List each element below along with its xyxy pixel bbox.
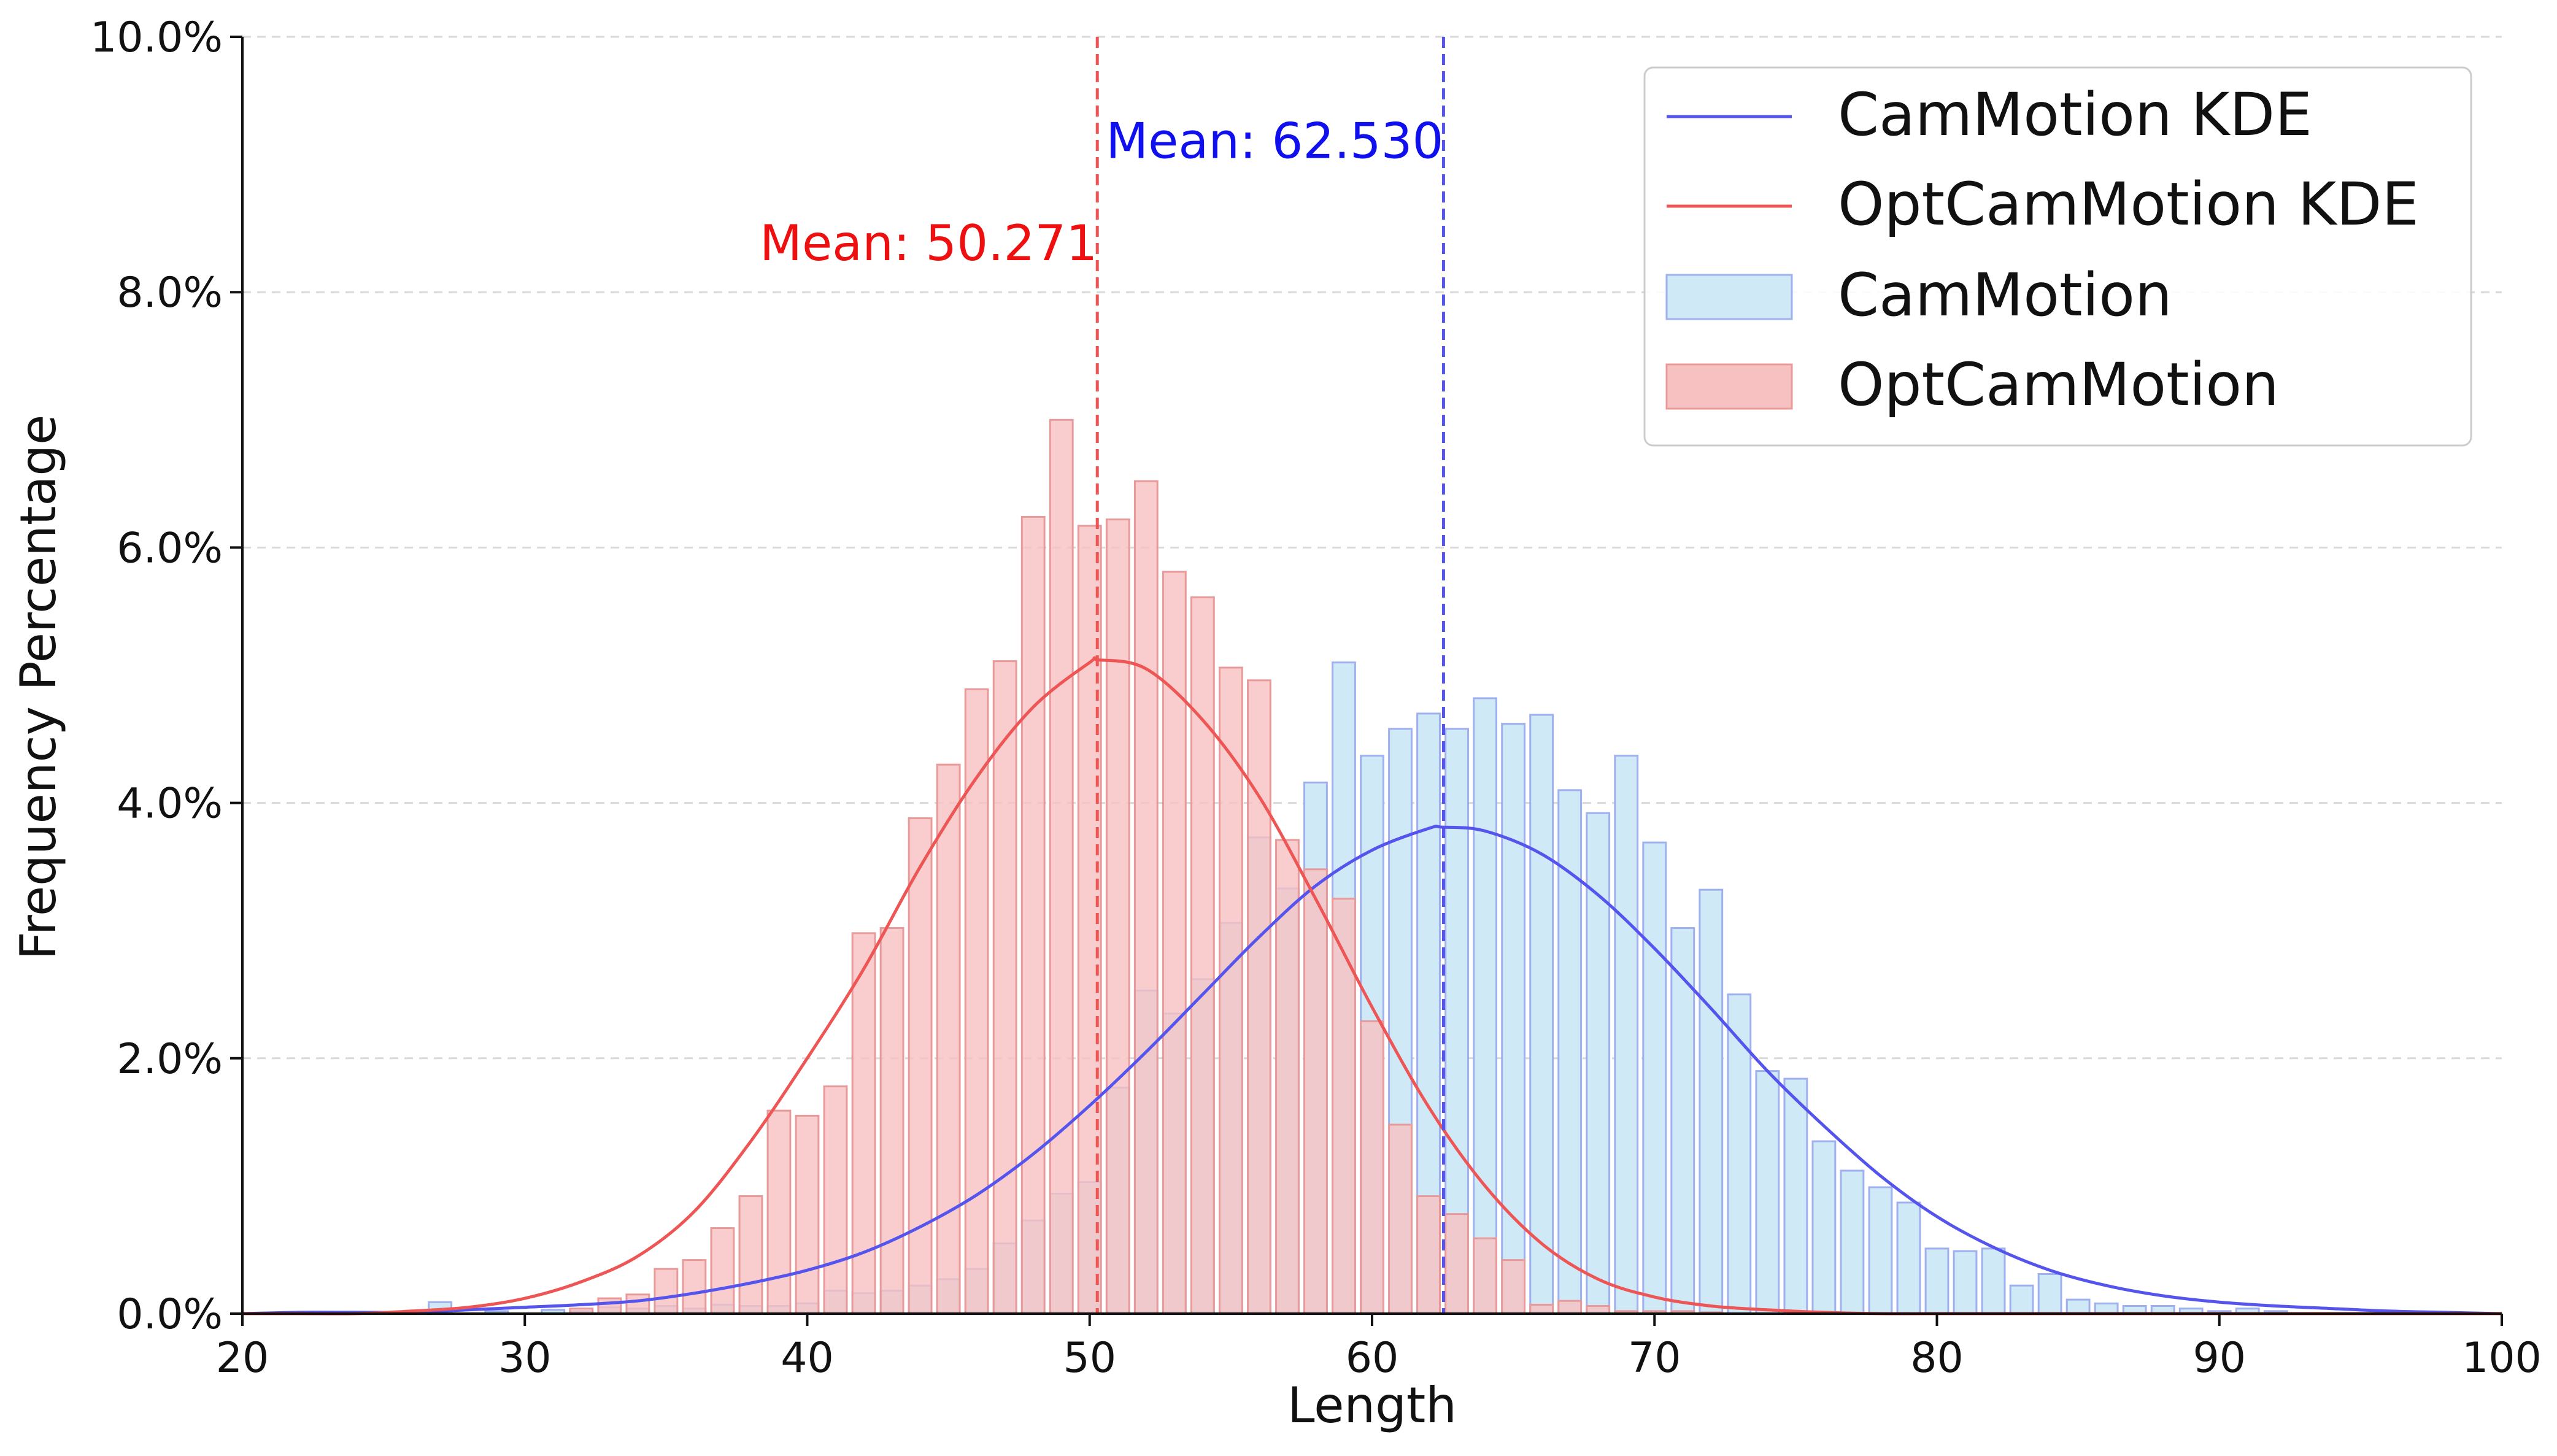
optcammotion-bar-21 xyxy=(1162,571,1187,1315)
cammotion-bar-48 xyxy=(1840,1169,1865,1315)
cammotion-bar-42 xyxy=(1670,927,1695,1315)
cammotion-bar-51 xyxy=(1924,1247,1950,1315)
optcammotion-bar-5 xyxy=(710,1227,735,1315)
legend: CamMotion KDE OptCamMotion KDE CamMotion… xyxy=(1643,66,2472,447)
optcammotion-bar-9 xyxy=(823,1085,848,1315)
optcammotion-bar-20 xyxy=(1133,480,1159,1315)
optcammotion-bar-29 xyxy=(1388,1123,1413,1315)
legend-swatch-cammotion xyxy=(1665,274,1793,320)
optcammotion-bar-34 xyxy=(1529,1303,1554,1315)
cammotion-bar-50 xyxy=(1896,1201,1921,1315)
optcammotion-bar-15 xyxy=(992,660,1017,1315)
optcammotion-bar-11 xyxy=(879,927,904,1315)
cammotion-bar-37 xyxy=(1529,714,1554,1315)
cammotion-bar-53 xyxy=(1981,1247,2006,1315)
optcammotion-bar-12 xyxy=(908,817,933,1315)
tick-labels: 20 30 40 50 60 70 80 90 100 0.0% 2.0% 4.0% 6.0% 8.0% 1… xyxy=(90,13,2542,1382)
optcammotion-bar-7 xyxy=(766,1109,792,1315)
optcammotion-bar-8 xyxy=(795,1114,820,1315)
optcammotion-bars xyxy=(569,418,1724,1315)
optcammotion-bar-17 xyxy=(1049,418,1074,1315)
cammotion-bar-43 xyxy=(1699,888,1724,1315)
legend-label-optcammotion: OptCamMotion xyxy=(1838,350,2279,419)
x-tick-label-7: 90 xyxy=(2193,1334,2246,1382)
mean-lines xyxy=(1095,37,1445,1314)
y-tick-label-3: 6.0% xyxy=(117,524,223,572)
grid-lines xyxy=(242,36,2502,1060)
optcammotion-bar-35 xyxy=(1557,1300,1583,1315)
x-tick-label-8: 100 xyxy=(2462,1334,2542,1382)
optcammotion-bar-32 xyxy=(1473,1237,1498,1315)
cammotion-bar-47 xyxy=(1811,1140,1837,1315)
y-tick-label-1: 2.0% xyxy=(117,1035,223,1084)
opt-mean-annotation: Mean: 50.271 xyxy=(760,215,1097,272)
y-axis-label: Frequency Percentage xyxy=(10,415,67,960)
x-tick-label-0: 20 xyxy=(216,1334,269,1382)
cammotion-bar-45 xyxy=(1755,1070,1780,1315)
cammotion-bar-49 xyxy=(1868,1186,1893,1315)
cammotion-kde-line xyxy=(242,825,2502,1315)
optcammotion-bar-16 xyxy=(1020,515,1046,1315)
optcammotion-bar-26 xyxy=(1303,868,1328,1315)
x-tick-label-2: 40 xyxy=(781,1334,834,1382)
x-tick-label-6: 80 xyxy=(1910,1334,1964,1382)
cammotion-bar-56 xyxy=(2065,1298,2091,1315)
optcammotion-bar-14 xyxy=(964,688,989,1315)
cammotion-bar-40 xyxy=(1614,755,1639,1315)
x-tick-label-4: 60 xyxy=(1346,1334,1399,1382)
optcammotion-bar-30 xyxy=(1416,1195,1441,1315)
optcammotion-bar-3 xyxy=(654,1268,679,1315)
optcammotion-bar-1 xyxy=(597,1297,622,1315)
y-tick-label-4: 8.0% xyxy=(117,269,223,317)
cammotion-bar-46 xyxy=(1783,1077,1808,1315)
optcammotion-bar-28 xyxy=(1360,1020,1384,1315)
legend-label-cammotion-kde: CamMotion KDE xyxy=(1838,80,2312,149)
legend-label-cammotion: CamMotion xyxy=(1838,261,2172,329)
x-axis-label: Length xyxy=(1287,1377,1457,1434)
optcammotion-bar-33 xyxy=(1501,1259,1526,1315)
cammotion-bar-41 xyxy=(1642,841,1667,1315)
legend-frame xyxy=(1643,66,2472,447)
cammotion-bar-36 xyxy=(1501,723,1526,1315)
legend-swatch-optcammotion xyxy=(1665,363,1793,410)
cammotion-bar-35 xyxy=(1473,697,1498,1315)
optcammotion-bar-24 xyxy=(1246,679,1271,1315)
legend-label-optcammotion-kde: OptCamMotion KDE xyxy=(1838,170,2419,239)
optcammotion-bar-19 xyxy=(1105,518,1130,1315)
axes xyxy=(230,36,2503,1326)
optcammotion-bar-2 xyxy=(625,1293,650,1315)
x-tick-label-3: 50 xyxy=(1063,1334,1116,1382)
y-tick-label-5: 10.0% xyxy=(90,13,223,62)
cammotion-bar-52 xyxy=(1953,1250,1978,1315)
x-tick-label-5: 70 xyxy=(1628,1334,1681,1382)
cam-mean-annotation: Mean: 62.530 xyxy=(1106,113,1443,170)
optcammotion-bar-23 xyxy=(1218,666,1243,1315)
optcammotion-bar-22 xyxy=(1190,596,1215,1315)
optcammotion-bar-6 xyxy=(738,1195,763,1315)
y-tick-label-0: 0.0% xyxy=(117,1290,223,1339)
x-tick-label-1: 30 xyxy=(498,1334,552,1382)
cammotion-bar-54 xyxy=(2009,1284,2034,1315)
optcammotion-bar-4 xyxy=(682,1259,707,1315)
y-tick-label-2: 4.0% xyxy=(117,780,223,828)
optcammotion-bar-27 xyxy=(1332,898,1356,1315)
cammotion-bar-55 xyxy=(2037,1273,2062,1315)
optcammotion-bar-13 xyxy=(936,763,961,1315)
cammotion-bars xyxy=(428,661,2288,1315)
optcammotion-bar-31 xyxy=(1444,1213,1469,1315)
